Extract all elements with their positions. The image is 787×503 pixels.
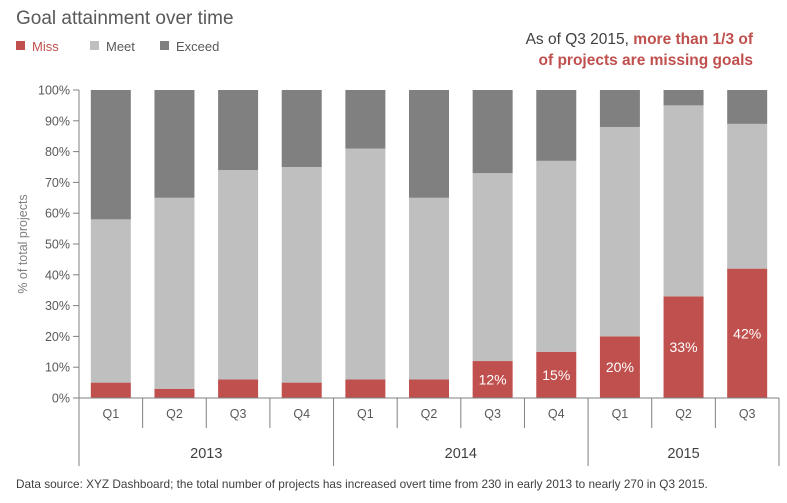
bar-meet (536, 160, 577, 352)
legend-label-exceed: Exceed (176, 39, 219, 54)
legend-swatch-miss (16, 41, 25, 50)
x-tick-label: Q3 (739, 407, 756, 421)
bar-meet (472, 173, 513, 362)
y-axis-label: % of total projects (16, 194, 30, 293)
bar-miss (90, 382, 131, 398)
y-tick-label: 0% (52, 392, 70, 406)
bar-miss (472, 361, 513, 398)
y-tick-label: 90% (45, 114, 70, 128)
annotation-prefix: As of Q3 2015, (526, 31, 634, 48)
bar-miss (663, 296, 704, 398)
bar-meet (154, 197, 195, 389)
bar-exceed (663, 90, 704, 106)
chart-title: Goal attainment over time (16, 8, 234, 29)
y-tick-label: 100% (38, 84, 70, 98)
legend-swatch-meet (90, 41, 99, 50)
y-tick-label: 80% (45, 145, 70, 159)
bar-exceed (345, 90, 386, 149)
bar-miss (599, 336, 640, 398)
legend: Miss Meet Exceed (16, 39, 219, 54)
bar-exceed (536, 90, 577, 161)
annotation: As of Q3 2015, more than 1/3 of (526, 31, 754, 48)
x-tick-label: Q4 (293, 407, 310, 421)
legend-label-meet: Meet (106, 39, 135, 54)
bar-meet (90, 219, 131, 383)
group-label-2014: 2014 (445, 446, 477, 462)
bar-meet (727, 123, 768, 269)
y-tick-label: 60% (45, 207, 70, 221)
bar-meet (409, 197, 449, 380)
group-label-2015: 2015 (667, 446, 699, 462)
annotation-line2: of projects are missing goals (539, 52, 753, 69)
bar-miss (727, 268, 768, 398)
x-tick-label: Q1 (357, 407, 374, 421)
y-tick-label: 10% (45, 361, 70, 375)
bar-miss (409, 379, 449, 398)
bar-exceed (472, 90, 513, 174)
x-tick-label: Q3 (484, 407, 501, 421)
y-tick-label: 30% (45, 299, 70, 313)
bar-exceed (218, 90, 259, 171)
bar-exceed (599, 90, 640, 127)
bar-exceed (90, 90, 131, 220)
x-tick-label: Q1 (612, 407, 629, 421)
legend-swatch-exceed (160, 41, 169, 50)
bar-meet (663, 105, 704, 297)
data-label: 12% (479, 372, 507, 388)
bar-exceed (727, 90, 768, 124)
data-label: 33% (670, 339, 698, 355)
x-tick-label: Q4 (548, 407, 565, 421)
bar-meet (281, 167, 322, 383)
x-axis: Q1 Q2 Q3 Q4 Q1 Q2 Q3 Q4 Q1 Q2 Q3 2013 2014 2015 (78, 397, 780, 466)
bars (90, 90, 768, 398)
bar-meet (218, 170, 259, 380)
legend-label-miss: Miss (32, 39, 59, 54)
footnote: Data source: XYZ Dashboard; the total nu… (16, 477, 708, 491)
x-tick-label: Q2 (675, 407, 692, 421)
bar-miss (218, 379, 259, 398)
y-tick-label: 40% (45, 268, 70, 282)
annotation-highlight-line1: more than 1/3 of (633, 31, 754, 48)
x-tick-label: Q2 (166, 407, 183, 421)
y-axis: 0% 10% 20% 30% 40% 50% 60% 70% 80% 90% 100% (38, 84, 80, 406)
bar-exceed (154, 90, 195, 198)
bar-miss (536, 351, 577, 398)
bar-exceed (409, 90, 449, 198)
x-tick-label: Q1 (102, 407, 119, 421)
x-tick-label: Q3 (230, 407, 247, 421)
data-label: 15% (542, 367, 570, 383)
bar-miss (345, 379, 386, 398)
data-label: 42% (733, 325, 761, 341)
y-tick-label: 20% (45, 330, 70, 344)
group-label-2013: 2013 (190, 446, 222, 462)
bar-miss (281, 382, 322, 398)
data-labels: 12% 15% 20% 33% 42% (479, 325, 762, 387)
data-label: 20% (606, 359, 634, 375)
bar-meet (345, 148, 386, 380)
bar-miss (154, 388, 195, 398)
x-tick-label: Q2 (421, 407, 438, 421)
y-tick-label: 70% (45, 176, 70, 190)
bar-exceed (281, 90, 322, 167)
bar-meet (599, 126, 640, 337)
y-tick-label: 50% (45, 238, 70, 252)
